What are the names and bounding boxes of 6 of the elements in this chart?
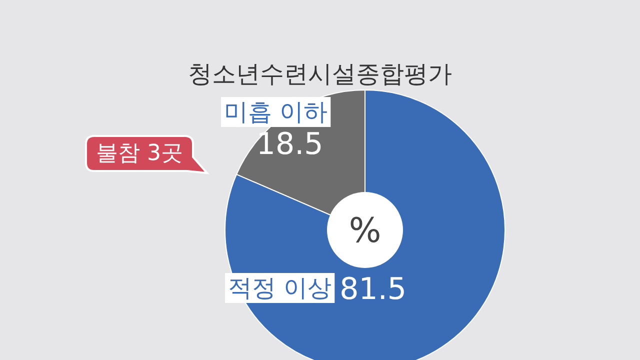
slice-label: 미흡 이하 bbox=[224, 98, 328, 126]
chart-title: 청소년수련시설종합평가 bbox=[188, 60, 452, 88]
data-label: 81.5 bbox=[340, 272, 406, 307]
data-label: 18.5 bbox=[256, 127, 324, 162]
text: % bbox=[348, 211, 382, 251]
slice-label: 적정 이상 bbox=[228, 274, 332, 302]
